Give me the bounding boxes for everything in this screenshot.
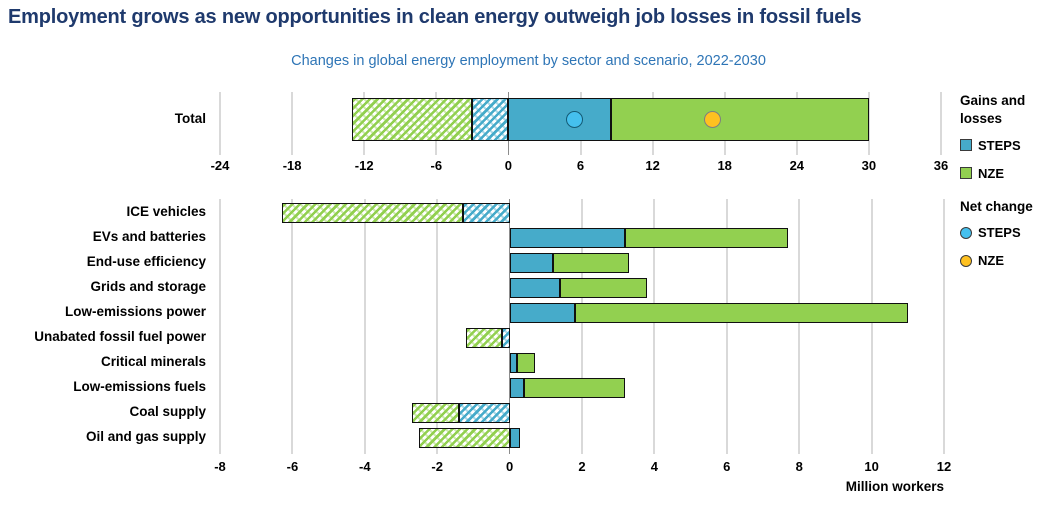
- x-tick-label: -8: [214, 459, 226, 474]
- legend-label: STEPS: [978, 225, 1021, 241]
- gridline: [653, 199, 656, 454]
- x-tick-label: 10: [864, 459, 879, 474]
- legend: Gains and losses STEPS NZE Net change ST…: [960, 92, 1057, 268]
- bar-segment-gain-nze: [553, 252, 630, 273]
- nze-circle-swatch-icon: [960, 254, 972, 267]
- legend-item-gains-nze: NZE: [960, 166, 1057, 181]
- gridline: [291, 92, 294, 155]
- zero-gridline: [508, 199, 511, 454]
- category-label: End-use efficiency: [86, 253, 206, 269]
- x-tick-label: -6: [430, 158, 443, 173]
- bar-segment-gain-steps: [509, 277, 561, 298]
- category-label: Unabated fossil fuel power: [34, 328, 206, 344]
- bar-segment-loss-steps: [472, 98, 509, 141]
- gridline: [581, 199, 583, 454]
- x-tick-label: 0: [504, 158, 512, 173]
- steps-square-swatch-icon: [960, 139, 972, 152]
- x-tick-label: -24: [210, 158, 230, 173]
- x-tick-label: -18: [282, 158, 302, 173]
- nze-square-swatch-icon: [960, 167, 972, 180]
- category-label: Total: [174, 110, 206, 126]
- steps-circle-swatch-icon: [960, 226, 972, 239]
- bar-segment-gain-nze: [516, 352, 535, 373]
- x-tick-label: 4: [650, 459, 658, 474]
- x-tick-label: -12: [354, 158, 374, 173]
- category-label: Critical minerals: [100, 353, 206, 369]
- bar-segment-gain-steps: [509, 227, 626, 248]
- legend-item-gains-steps: STEPS: [960, 138, 1057, 153]
- bar-segment-loss-steps: [458, 402, 510, 423]
- bar-segment-gain-steps: [509, 377, 525, 398]
- gridline: [940, 92, 942, 155]
- x-tick-label: 0: [505, 459, 514, 474]
- x-tick-label: -6: [286, 459, 299, 474]
- bar-segment-gain-nze: [574, 302, 908, 323]
- bar-segment-loss-nze: [352, 98, 473, 141]
- chart-title: Employment grows as new opportunities in…: [8, 6, 862, 28]
- legend-gains-heading: Gains and losses: [960, 93, 1026, 126]
- x-axis-label: Million workers: [845, 479, 944, 494]
- bar-segment-gain-nze: [610, 98, 869, 141]
- gridline: [291, 199, 294, 454]
- bar-segment-loss-steps: [462, 202, 510, 223]
- gridline: [725, 199, 728, 454]
- gridline: [219, 92, 221, 155]
- x-tick-label: 6: [723, 459, 731, 474]
- category-label: Coal supply: [129, 403, 206, 419]
- x-tick-label: 12: [645, 158, 660, 173]
- bar-segment-gain-nze: [625, 227, 789, 248]
- gridline: [870, 199, 873, 454]
- bar-segment-gain-nze: [524, 377, 626, 398]
- net-change-marker-nze: [704, 111, 722, 128]
- category-label: Low-emissions fuels: [73, 378, 206, 394]
- category-label: Low-emissions power: [64, 303, 206, 319]
- x-tick-label: -4: [359, 459, 371, 474]
- gridline: [867, 92, 870, 155]
- legend-label: NZE: [978, 165, 1004, 181]
- bar-segment-gain-steps: [509, 252, 554, 273]
- bar-segment-gain-steps: [508, 98, 611, 141]
- x-tick-label: 24: [789, 158, 805, 173]
- category-label: EVs and batteries: [92, 228, 206, 244]
- x-tick-label: 18: [717, 158, 732, 173]
- legend-item-net-steps: STEPS: [960, 225, 1057, 240]
- bar-segment-loss-nze: [281, 202, 463, 223]
- bar-segment-loss-steps: [502, 327, 510, 348]
- bar-segment-gain-steps: [509, 302, 575, 323]
- bar-segment-loss-nze: [466, 327, 503, 348]
- net-change-marker-steps: [565, 111, 583, 128]
- legend-item-net-nze: NZE: [960, 253, 1057, 268]
- chart-subtitle: Changes in global energy employment by s…: [291, 53, 766, 69]
- bar-segment-gain-steps: [509, 427, 521, 448]
- gridline: [943, 199, 945, 454]
- x-tick-label: 30: [861, 158, 877, 173]
- category-label: Grids and storage: [90, 278, 206, 294]
- legend-label: NZE: [978, 253, 1004, 269]
- bar-segment-loss-nze: [411, 402, 459, 423]
- x-tick-label: 36: [933, 158, 949, 173]
- legend-net-heading: Net change: [960, 198, 1033, 214]
- gridline: [219, 199, 221, 454]
- x-tick-label: -2: [431, 459, 443, 474]
- gridline: [798, 199, 801, 454]
- bar-segment-gain-nze: [560, 277, 648, 298]
- legend-label: STEPS: [978, 137, 1021, 153]
- gridline: [363, 199, 366, 454]
- bar-segment-gain-steps: [509, 352, 517, 373]
- bar-segment-loss-nze: [419, 427, 510, 448]
- x-tick-label: 6: [576, 158, 585, 173]
- x-tick-label: 2: [578, 459, 586, 474]
- category-label: ICE vehicles: [126, 203, 206, 219]
- gridline: [436, 199, 439, 454]
- x-tick-label: 8: [795, 459, 803, 474]
- category-label: Oil and gas supply: [85, 428, 206, 444]
- x-tick-label: 12: [936, 459, 952, 474]
